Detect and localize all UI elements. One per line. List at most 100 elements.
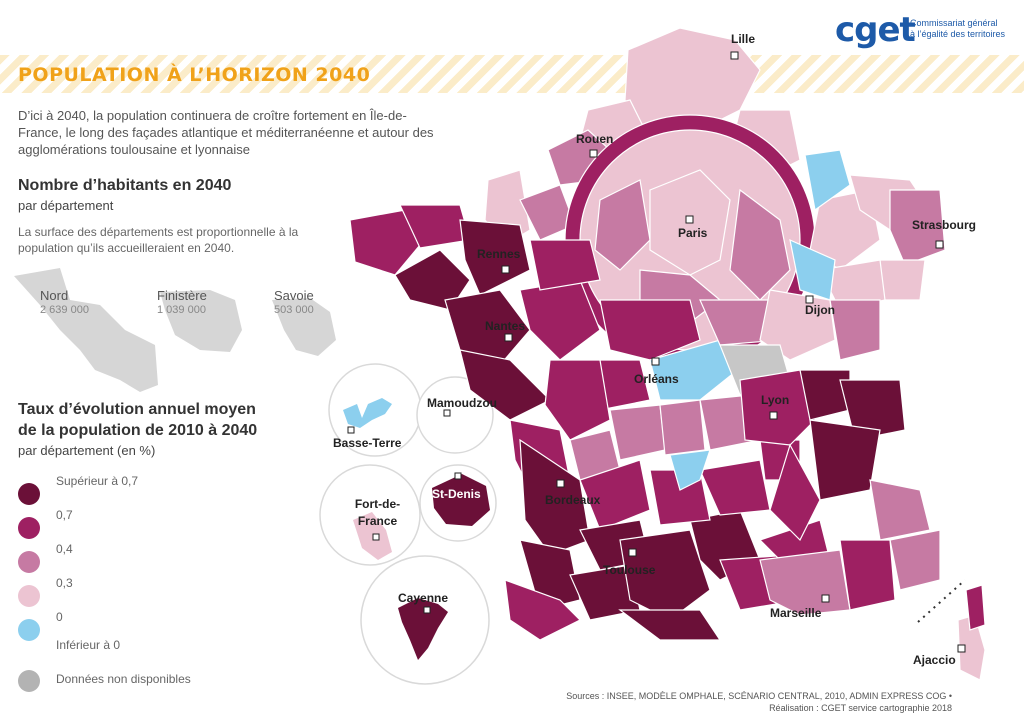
dept-finistere [349,209,421,276]
inhabitants-note: La surface des départements est proporti… [18,225,299,255]
legend-label-04: 0,4 [56,542,73,556]
sample-label-finistere: Finistère 1 039 000 [157,288,207,318]
dept-gironde [519,438,591,556]
city-marker-cayenne [423,606,431,614]
city-label-marseille: Marseille [770,606,822,620]
city-marker-basse-terre [347,426,355,434]
shape-reunion [432,474,490,526]
city-marker-lyon [769,411,778,420]
intro-text: D’ici à 2040, la population continuera d… [18,108,434,157]
page-title: POPULATION À L’HORIZON 2040 [18,64,371,86]
sources-footer: Sources : INSEE, MODÈLE OMPHALE, SCÉNARI… [566,690,952,714]
dept-bas-rhin [889,189,946,266]
dept-alpes-maritimes [889,529,941,591]
legend-label-0: 0 [56,610,63,624]
dept-aveyron-lozere [699,459,771,516]
logo-caption-line1: Commissariat général [910,18,998,28]
dept-mayenne-sarthe [529,239,601,291]
dept-seine-et-marne [729,188,791,301]
credits-line: Réalisation : CGET service cartographie … [769,703,952,713]
city-marker-lille [730,51,739,60]
dept-cote-dor [759,289,836,361]
dept-dordogne [579,459,651,531]
city-marker-rennes [501,265,510,274]
dept-aude-ariege [618,609,722,641]
dept-hautes-alpes [869,479,931,541]
dept-vendee [459,349,552,421]
city-marker-nantes [504,333,513,342]
city-marker-marseille [821,594,830,603]
legend-swatch-04 [18,551,40,573]
city-markers [347,51,966,653]
dept-yvelines [594,179,651,271]
city-label-paris: Paris [678,226,708,240]
mainland-map [349,27,986,681]
city-label-orleans: Orléans [634,372,679,386]
dept-deux-sevres-vienne [544,359,611,441]
legend-swatch-0 [18,619,40,641]
legend-swatch-03 [18,585,40,607]
legend-label-below-0: Inférieur à 0 [56,638,121,652]
title-banner [0,55,1024,93]
dept-loire-atlantique [444,289,531,366]
dept-haute-vienne [609,404,666,461]
dept-ille-et-vilaine [459,219,531,296]
city-label-dijon: Dijon [805,303,835,317]
sample-name-finistere: Finistère [157,288,207,303]
shape-guadeloupe [343,398,392,428]
sample-name-nord: Nord [40,288,69,303]
sample-name-savoie: Savoie [274,288,314,303]
city-marker-dijon [805,295,814,304]
sample-label-savoie: Savoie 503 000 [274,288,314,318]
city-label-mamoudzou: Mamoudzou [427,396,497,410]
corsica-inset-line [917,579,966,623]
city-label-lille: Lille [731,32,756,46]
city-marker-fort-de-france [372,533,380,541]
legend-title-line2: de la population de 2010 à 2040 [18,422,258,439]
dept-doubs [829,299,881,361]
dept-haute-corse [965,584,986,631]
sample-label-nord: Nord 2 639 000 [40,288,89,318]
dept-morbihan [394,249,471,311]
city-label-nantes: Nantes [485,319,526,333]
inhabitants-subtitle: par département [18,198,114,213]
dept-loiret [599,299,701,361]
legend-label-03: 0,3 [56,576,73,590]
dept-haut-rhin [879,259,926,301]
legend-swatch-above-07 [18,483,40,505]
sample-shape-savoie [272,298,336,356]
city-marker-rouen [589,149,598,158]
dept-isere [809,419,881,501]
city-label-rennes: Rennes [477,247,521,261]
city-label-bordeaux: Bordeaux [545,493,601,507]
logo-caption-line2: à l’égalité des territoires [910,29,1006,39]
sources-line: Sources : INSEE, MODÈLE OMPHALE, SCÉNARI… [566,691,952,701]
city-marker-toulouse [628,548,637,557]
city-marker-paris [685,215,694,224]
city-label-rouen: Rouen [576,132,614,146]
legend-label-07: 0,7 [56,508,73,522]
inset-mayotte [416,376,494,454]
sample-value-finistere: 1 039 000 [157,304,206,316]
city-label-fort-de-france: Fort-de-France [354,497,401,528]
city-marker-st-denis [454,472,462,480]
city-label-st-denis: St-Denis [432,487,481,501]
legend-subtitle: par département (en %) [18,443,156,458]
legend-title-line1: Taux d’évolution annuel moyen [18,401,256,418]
city-label-strasbourg: Strasbourg [912,218,977,232]
city-label-lyon: Lyon [761,393,790,407]
city-label-ajaccio: Ajaccio [913,653,956,667]
legend-label-above-07: Supérieur à 0,7 [56,474,139,488]
dept-rhone [739,369,816,446]
city-marker-strasbourg [935,240,944,249]
sample-shape-finistere [160,290,242,352]
city-marker-ajaccio [957,644,966,653]
sample-shape-nord [14,268,158,392]
legend-swatch-07 [18,517,40,539]
city-label-basse-terre: Basse-Terre [333,436,402,450]
city-marker-orleans [651,357,660,366]
dept-creuse-correze [659,399,706,456]
sample-value-savoie: 503 000 [274,304,314,316]
legend-swatch-no-data [18,670,40,692]
inhabitants-title: Nombre d’habitants en 2040 [18,177,232,194]
